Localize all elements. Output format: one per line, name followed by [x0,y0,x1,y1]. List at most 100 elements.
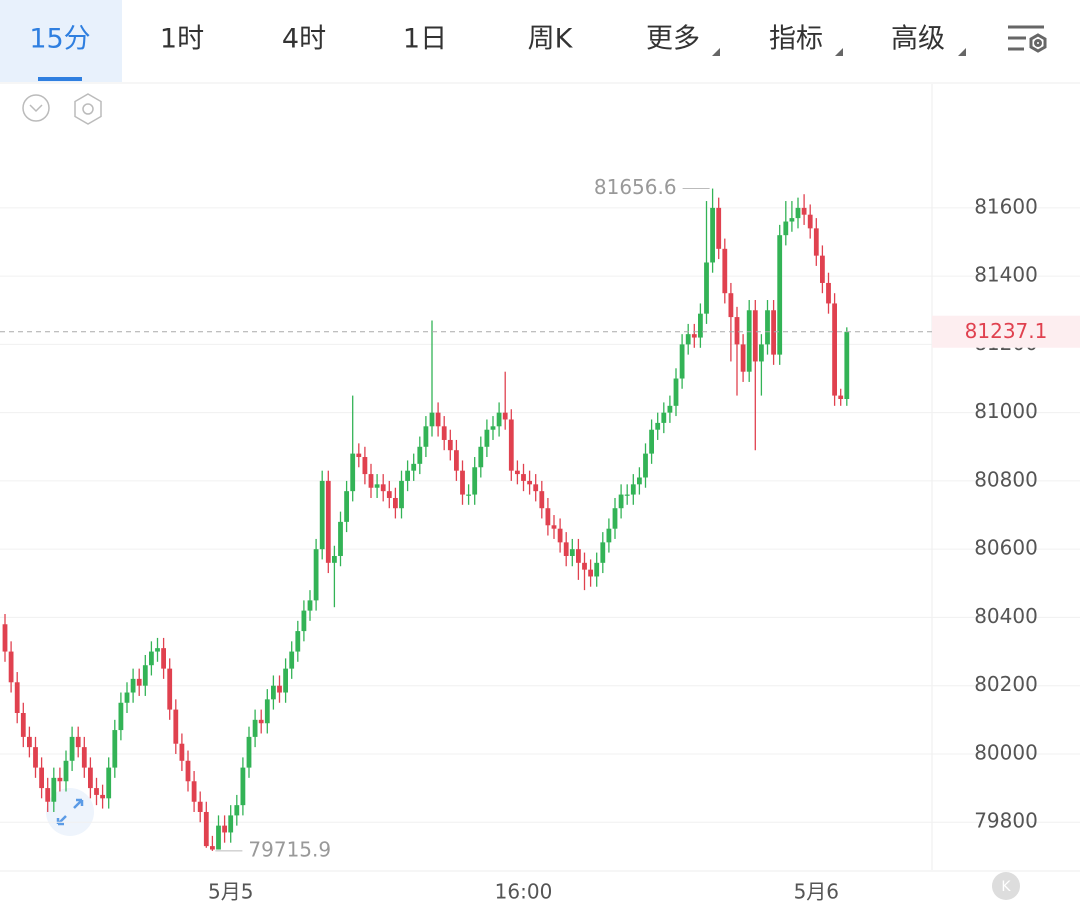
candle-body [374,484,380,488]
candle-body [69,736,75,761]
active-tab-underline [38,77,82,81]
candle-body [710,207,715,263]
candle-body [39,767,44,789]
tab[interactable]: 15分 [29,24,90,55]
y-tick-label: 80200 [974,672,1038,696]
candle-body [386,491,392,498]
candle-body [234,805,240,816]
x-tick-label: 16:00 [495,880,553,904]
candle-body [569,549,575,556]
candle-body [496,412,502,427]
y-tick-label: 79800 [974,809,1038,833]
candle-body [691,334,697,338]
candle-body [630,484,636,495]
tab[interactable]: 1时 [160,24,204,55]
candle-body [820,255,825,283]
candle-body [106,767,112,799]
candle-body [313,549,319,601]
candle-body [716,207,722,249]
candle-body [252,719,258,737]
candle-body [94,788,99,795]
candle-body [588,569,593,577]
tab[interactable]: 周K [528,24,574,55]
candle-body [356,453,362,458]
candle-body [832,303,837,396]
tab[interactable]: 更多 [646,24,700,55]
candle-body [844,331,850,399]
candle-body [441,426,447,440]
candle-body [264,699,270,724]
settings-hex-dot [82,103,94,115]
settings-hex-icon[interactable] [74,93,102,125]
candle-body [813,228,819,256]
settings-icon[interactable] [1008,25,1047,53]
candle-body [210,846,215,850]
candle-body [142,665,148,686]
badge-circle[interactable] [992,872,1020,900]
candle-body [197,801,203,812]
dropdown-arrows [712,48,966,56]
candle-body [478,446,484,468]
candle-body [295,631,301,652]
candle-body [319,480,325,550]
candle-body [277,685,282,693]
x-tick-label: 5月5 [208,880,253,904]
candle-body [2,624,8,652]
tab[interactable]: 1日 [403,24,447,55]
collapse-icon[interactable] [22,94,50,122]
active-tab-bg [0,0,122,82]
candle-body [789,218,795,222]
candle-body [203,811,209,847]
expand-icon[interactable] [46,788,94,836]
candle-body [472,467,478,495]
candle-body [600,542,606,563]
candle-body [618,494,624,509]
candle-body [228,815,234,833]
candle-body [551,525,557,529]
candle-body [765,310,770,345]
last-price-label: 81237.1 [965,319,1048,343]
candle-body [606,528,612,543]
candle-body [179,743,185,761]
candle-body [746,310,752,372]
tab[interactable]: 指标 [769,24,823,55]
candle-body [563,542,569,556]
min-label: 79715.9 [248,837,331,861]
candle-body [679,344,685,379]
y-tick-label: 80800 [974,467,1038,491]
candle-body [685,334,691,345]
candle-body [411,463,417,471]
candle-body [222,825,227,833]
candle-body [27,736,32,748]
candle-body [447,439,453,451]
candle-body [594,562,600,577]
candle-body [582,562,587,570]
candle-body [112,730,118,768]
y-tick-label: 81600 [974,194,1038,218]
candle-body [612,508,618,529]
candle-body [130,678,136,693]
tab[interactable]: 高级 [891,24,945,55]
candle-body [325,480,331,563]
candle-body [728,293,734,318]
candle-body [460,470,465,495]
candle-body [344,491,349,522]
max-label: 81656.6 [594,175,677,199]
candle-body [191,781,197,802]
candle-body [576,549,581,563]
candle-body [435,412,441,427]
candle-body [533,484,539,492]
candle-body [362,457,368,475]
candle-body [118,702,124,731]
candle-body [33,747,38,768]
candle-body [466,494,471,496]
candle-body [673,378,679,406]
candle-body [655,422,661,430]
candle-body [826,282,831,304]
candle-body [185,760,191,782]
candle-body [289,651,295,669]
candle-body [624,494,630,496]
candle-body [75,736,81,748]
candle-body [722,248,728,294]
tab[interactable]: 4时 [282,24,326,55]
